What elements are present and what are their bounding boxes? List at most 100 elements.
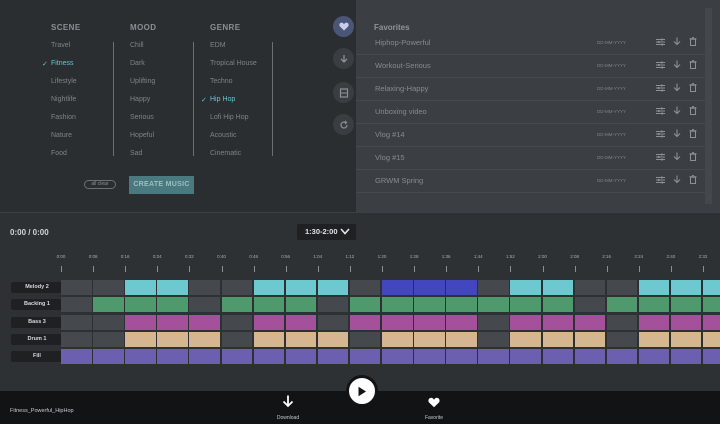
track-block[interactable] — [157, 280, 188, 295]
track-block[interactable] — [574, 349, 606, 365]
track-block[interactable] — [414, 297, 445, 313]
scene-option[interactable]: Food — [51, 150, 67, 157]
track-block[interactable] — [703, 349, 720, 365]
track-block[interactable] — [670, 331, 702, 347]
videos-tab-button[interactable] — [333, 82, 354, 103]
track-block[interactable] — [93, 331, 124, 347]
genre-option[interactable]: Techno — [210, 78, 233, 85]
track-block[interactable] — [221, 280, 253, 295]
track-block[interactable] — [510, 349, 541, 365]
track-block[interactable] — [349, 349, 381, 365]
range-select[interactable]: 1:30-2:00 — [297, 224, 356, 240]
track-block[interactable] — [542, 349, 574, 365]
track-block[interactable] — [382, 349, 413, 365]
track-block[interactable] — [574, 331, 606, 347]
track-block[interactable] — [638, 297, 670, 313]
mood-option[interactable]: Hopeful — [130, 132, 154, 139]
genre-option[interactable]: EDM — [210, 42, 226, 49]
track-block[interactable] — [510, 280, 541, 295]
track-block[interactable] — [221, 314, 253, 330]
track-block[interactable] — [253, 331, 285, 347]
track-block[interactable] — [125, 349, 156, 365]
track-block[interactable] — [510, 331, 541, 347]
download-icon[interactable] — [673, 60, 681, 69]
track-block[interactable] — [317, 297, 349, 313]
track-block[interactable] — [414, 314, 445, 330]
mood-option[interactable]: Happy — [130, 96, 150, 103]
track-block[interactable] — [349, 314, 381, 330]
track-block[interactable] — [574, 314, 606, 330]
track-block[interactable] — [542, 331, 574, 347]
track-block[interactable] — [670, 349, 702, 365]
track-block[interactable] — [542, 297, 574, 313]
track-block[interactable] — [542, 314, 574, 330]
mood-option[interactable]: Chill — [130, 42, 144, 49]
settings-sliders-icon[interactable] — [656, 84, 665, 92]
track-block[interactable] — [574, 297, 606, 313]
track-block[interactable] — [349, 297, 381, 313]
genre-option[interactable]: ✓ Hip Hop — [201, 96, 235, 104]
track-label[interactable]: Melody 2 — [11, 282, 63, 293]
track-block[interactable] — [157, 297, 188, 313]
track-block[interactable] — [189, 349, 220, 365]
downloads-tab-button[interactable] — [333, 48, 354, 69]
track-block[interactable] — [478, 314, 509, 330]
favorites-tab-button[interactable] — [333, 16, 354, 37]
track-block[interactable] — [446, 331, 477, 347]
track-block[interactable] — [606, 297, 638, 313]
trash-icon[interactable] — [689, 152, 697, 161]
track-block[interactable] — [446, 349, 477, 365]
scene-option[interactable]: Lifestyle — [51, 78, 77, 85]
track-block[interactable] — [93, 349, 124, 365]
create-music-button[interactable]: CREATE MUSIC — [129, 176, 194, 194]
track-block[interactable] — [414, 280, 445, 295]
track-block[interactable] — [221, 349, 253, 365]
favorite-item[interactable]: GRWM Spring DD-MM-YYYY — [356, 175, 706, 193]
track-block[interactable] — [221, 297, 253, 313]
track-block[interactable] — [670, 280, 702, 295]
favorite-item[interactable]: Vlog #15 DD-MM-YYYY — [356, 152, 706, 170]
genre-option[interactable]: Tropical House — [210, 60, 257, 67]
favorite-item[interactable]: Vlog #14 DD-MM-YYYY — [356, 129, 706, 147]
trash-icon[interactable] — [689, 60, 697, 69]
track-block[interactable] — [670, 314, 702, 330]
track-block[interactable] — [157, 331, 188, 347]
track-block[interactable] — [703, 331, 720, 347]
trash-icon[interactable] — [689, 129, 697, 138]
scene-option[interactable]: Nature — [51, 132, 72, 139]
track-block[interactable] — [478, 280, 509, 295]
track-block[interactable] — [638, 280, 670, 295]
track-block[interactable] — [703, 297, 720, 313]
track-block[interactable] — [638, 349, 670, 365]
track-block[interactable] — [382, 314, 413, 330]
mood-option[interactable]: Uplifting — [130, 78, 155, 85]
track-block[interactable] — [606, 349, 638, 365]
genre-option[interactable]: Lofi Hip Hop — [210, 114, 249, 121]
track-block[interactable] — [253, 297, 285, 313]
track-block[interactable] — [638, 314, 670, 330]
track-block[interactable] — [61, 349, 92, 365]
track-block[interactable] — [189, 280, 220, 295]
mood-option[interactable]: Dark — [130, 60, 145, 67]
download-icon[interactable] — [673, 129, 681, 138]
settings-sliders-icon[interactable] — [656, 130, 665, 138]
scene-option[interactable]: Nightlife — [51, 96, 76, 103]
mood-option[interactable]: Serious — [130, 114, 154, 121]
download-icon[interactable] — [673, 175, 681, 184]
track-block[interactable] — [317, 349, 349, 365]
track-block[interactable] — [253, 349, 285, 365]
track-block[interactable] — [93, 280, 124, 295]
track-block[interactable] — [317, 331, 349, 347]
track-block[interactable] — [703, 314, 720, 330]
scene-option[interactable]: Fashion — [51, 114, 76, 121]
track-block[interactable] — [317, 314, 349, 330]
track-label[interactable]: Bass 3 — [11, 316, 63, 328]
track-block[interactable] — [703, 280, 720, 295]
trash-icon[interactable] — [689, 175, 697, 184]
trash-icon[interactable] — [689, 37, 697, 46]
track-block[interactable] — [285, 349, 317, 365]
favorite-item[interactable]: Hiphop-Powerful DD-MM-YYYY — [356, 37, 706, 55]
track-block[interactable] — [574, 280, 606, 295]
download-icon[interactable] — [673, 106, 681, 115]
settings-sliders-icon[interactable] — [656, 61, 665, 69]
